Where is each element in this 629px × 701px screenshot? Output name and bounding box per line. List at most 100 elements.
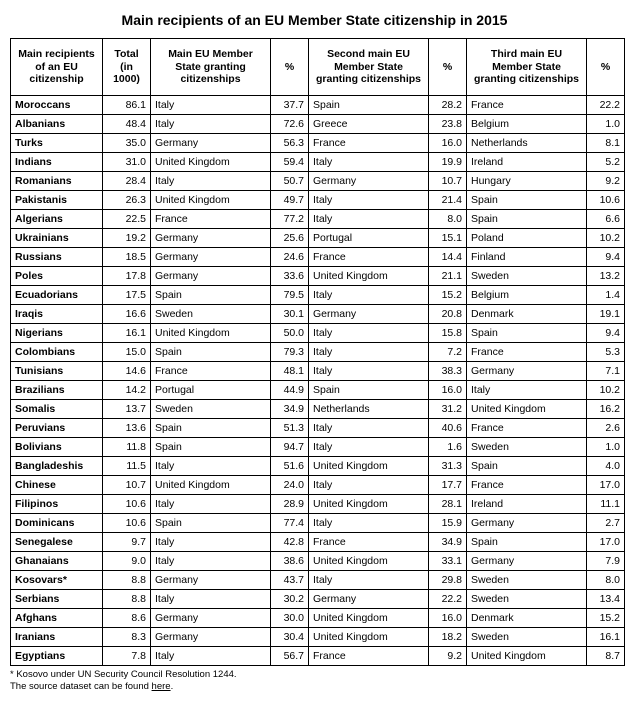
table-cell: 5.2 bbox=[587, 153, 625, 172]
table-cell: Finland bbox=[467, 248, 587, 267]
table-cell: 16.6 bbox=[103, 305, 151, 324]
table-cell: 31.0 bbox=[103, 153, 151, 172]
table-cell: Nigerians bbox=[11, 324, 103, 343]
table-row: Romanians28.4Italy50.7Germany10.7Hungary… bbox=[11, 172, 625, 191]
table-cell: 4.0 bbox=[587, 457, 625, 476]
table-cell: Spain bbox=[151, 286, 271, 305]
table-cell: Colombians bbox=[11, 343, 103, 362]
table-cell: 2.7 bbox=[587, 514, 625, 533]
table-cell: 16.0 bbox=[429, 381, 467, 400]
table-header: Main recipients of an EU citizenshipTota… bbox=[11, 39, 625, 96]
table-cell: Sweden bbox=[151, 305, 271, 324]
table-cell: 77.4 bbox=[271, 514, 309, 533]
table-cell: 34.9 bbox=[271, 400, 309, 419]
table-cell: Kosovars* bbox=[11, 571, 103, 590]
table-cell: United Kingdom bbox=[467, 400, 587, 419]
table-cell: 19.2 bbox=[103, 229, 151, 248]
table-cell: 86.1 bbox=[103, 96, 151, 115]
table-cell: Italy bbox=[151, 552, 271, 571]
table-cell: 51.3 bbox=[271, 419, 309, 438]
table-cell: United Kingdom bbox=[151, 324, 271, 343]
table-cell: 17.8 bbox=[103, 267, 151, 286]
table-row: Peruvians13.6Spain51.3Italy40.6France2.6 bbox=[11, 419, 625, 438]
table-cell: France bbox=[151, 210, 271, 229]
table-cell: Spain bbox=[467, 457, 587, 476]
table-cell: 10.6 bbox=[103, 495, 151, 514]
table-cell: Senegalese bbox=[11, 533, 103, 552]
table-cell: 28.4 bbox=[103, 172, 151, 191]
column-header: Third main EU Member State granting citi… bbox=[467, 39, 587, 96]
table-cell: Greece bbox=[309, 115, 429, 134]
table-cell: 38.3 bbox=[429, 362, 467, 381]
table-cell: Italy bbox=[309, 419, 429, 438]
table-cell: 11.5 bbox=[103, 457, 151, 476]
table-cell: 40.6 bbox=[429, 419, 467, 438]
table-cell: 44.9 bbox=[271, 381, 309, 400]
table-cell: 9.0 bbox=[103, 552, 151, 571]
table-cell: Bolivians bbox=[11, 438, 103, 457]
table-cell: United Kingdom bbox=[309, 609, 429, 628]
table-cell: 13.2 bbox=[587, 267, 625, 286]
table-cell: 33.6 bbox=[271, 267, 309, 286]
footnote-source-prefix: The source dataset can be found bbox=[10, 681, 152, 692]
table-row: Indians31.0United Kingdom59.4Italy19.9Ir… bbox=[11, 153, 625, 172]
table-row: Bangladeshis11.5Italy51.6United Kingdom3… bbox=[11, 457, 625, 476]
table-cell: Germany bbox=[151, 571, 271, 590]
table-row: Senegalese9.7Italy42.8France34.9Spain17.… bbox=[11, 533, 625, 552]
table-cell: Moroccans bbox=[11, 96, 103, 115]
table-cell: 1.0 bbox=[587, 438, 625, 457]
table-cell: 1.4 bbox=[587, 286, 625, 305]
table-cell: 16.2 bbox=[587, 400, 625, 419]
table-cell: France bbox=[151, 362, 271, 381]
table-cell: France bbox=[467, 476, 587, 495]
table-cell: 8.1 bbox=[587, 134, 625, 153]
table-cell: Italy bbox=[151, 533, 271, 552]
citizenship-table: Main recipients of an EU citizenshipTota… bbox=[10, 38, 625, 666]
table-row: Somalis13.7Sweden34.9Netherlands31.2Unit… bbox=[11, 400, 625, 419]
table-cell: 8.0 bbox=[587, 571, 625, 590]
table-cell: 9.4 bbox=[587, 248, 625, 267]
column-header: Total (in 1000) bbox=[103, 39, 151, 96]
table-cell: 30.1 bbox=[271, 305, 309, 324]
table-cell: United Kingdom bbox=[151, 153, 271, 172]
table-cell: 31.2 bbox=[429, 400, 467, 419]
table-cell: 2.6 bbox=[587, 419, 625, 438]
table-cell: United Kingdom bbox=[309, 552, 429, 571]
table-cell: Germany bbox=[151, 609, 271, 628]
table-cell: United Kingdom bbox=[309, 267, 429, 286]
table-row: Russians18.5Germany24.6France14.4Finland… bbox=[11, 248, 625, 267]
table-cell: France bbox=[309, 134, 429, 153]
table-cell: Italy bbox=[309, 286, 429, 305]
table-cell: Spain bbox=[151, 514, 271, 533]
table-cell: 8.0 bbox=[429, 210, 467, 229]
table-row: Egyptians7.8Italy56.7France9.2United Kin… bbox=[11, 647, 625, 666]
table-cell: 7.1 bbox=[587, 362, 625, 381]
table-cell: Germany bbox=[151, 134, 271, 153]
table-cell: United Kingdom bbox=[151, 476, 271, 495]
table-cell: Italy bbox=[151, 96, 271, 115]
table-cell: 33.1 bbox=[429, 552, 467, 571]
source-link[interactable]: here bbox=[152, 681, 171, 692]
table-cell: France bbox=[309, 647, 429, 666]
table-cell: 15.2 bbox=[429, 286, 467, 305]
table-cell: Spain bbox=[151, 419, 271, 438]
table-cell: 34.9 bbox=[429, 533, 467, 552]
table-row: Ecuadorians17.5Spain79.5Italy15.2Belgium… bbox=[11, 286, 625, 305]
table-cell: 8.8 bbox=[103, 590, 151, 609]
table-cell: Italy bbox=[151, 590, 271, 609]
table-cell: Italy bbox=[309, 362, 429, 381]
table-cell: Albanians bbox=[11, 115, 103, 134]
table-cell: Poles bbox=[11, 267, 103, 286]
table-cell: Italy bbox=[309, 343, 429, 362]
table-cell: 15.1 bbox=[429, 229, 467, 248]
table-row: Albanians48.4Italy72.6Greece23.8Belgium1… bbox=[11, 115, 625, 134]
table-cell: 22.5 bbox=[103, 210, 151, 229]
table-cell: 8.3 bbox=[103, 628, 151, 647]
table-cell: Spain bbox=[151, 438, 271, 457]
table-cell: 77.2 bbox=[271, 210, 309, 229]
table-row: Colombians15.0Spain79.3Italy7.2France5.3 bbox=[11, 343, 625, 362]
table-cell: Turks bbox=[11, 134, 103, 153]
table-cell: Italy bbox=[151, 115, 271, 134]
table-cell: United Kingdom bbox=[309, 628, 429, 647]
table-cell: 48.4 bbox=[103, 115, 151, 134]
